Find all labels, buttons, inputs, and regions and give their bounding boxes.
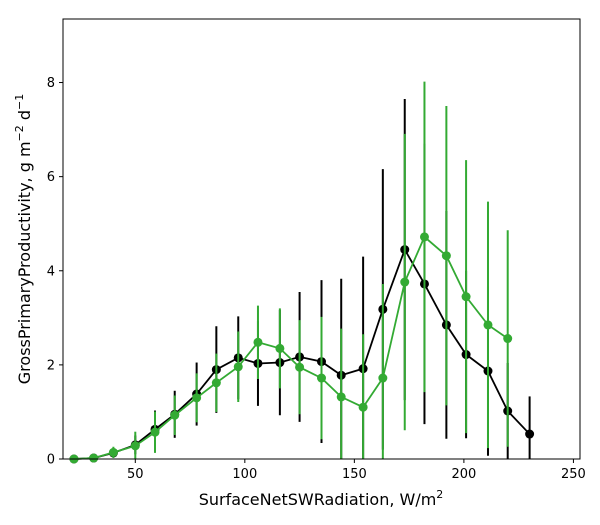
data-point — [211, 378, 221, 388]
series-line — [73, 235, 509, 460]
data-point — [483, 320, 493, 330]
y-tick-label: 8 — [47, 76, 55, 91]
data-point — [461, 292, 471, 302]
data-point — [130, 441, 140, 451]
data-point — [400, 277, 410, 287]
data-point — [275, 343, 285, 353]
y-tick-label: 0 — [47, 453, 55, 468]
data-point — [336, 392, 346, 402]
y-tick-label: 4 — [47, 264, 55, 279]
y-tick-label: 2 — [47, 358, 55, 373]
x-tick-label: 250 — [561, 467, 586, 482]
data-point — [441, 251, 451, 261]
data-point — [419, 232, 429, 242]
y-axis-label: GrossPrimaryProductivity, g m−2 d−1 — [13, 94, 34, 384]
data-point — [108, 447, 118, 457]
data-point — [295, 362, 305, 372]
series-1 — [69, 99, 535, 464]
plot-frame — [62, 18, 581, 460]
data-point — [503, 334, 513, 344]
data-point — [233, 362, 243, 372]
y-tick-label: 6 — [47, 170, 55, 185]
x-tick-label: 200 — [451, 467, 476, 482]
data-point — [525, 429, 535, 439]
data-point — [253, 337, 263, 347]
series-layer — [69, 81, 535, 464]
series-2 — [69, 81, 513, 464]
data-point — [89, 453, 99, 463]
x-tick-label: 150 — [342, 467, 367, 482]
x-tick-label: 50 — [127, 467, 144, 482]
x-axis-label: SurfaceNetSWRadiation, W/m2 — [199, 488, 444, 509]
ticks-layer: 50 100 150 200 250 0 2 4 6 8 — [47, 76, 586, 482]
data-point — [170, 410, 180, 420]
data-point — [192, 393, 202, 403]
data-point — [358, 402, 368, 412]
data-point — [317, 373, 326, 383]
x-tick-label: 100 — [232, 467, 257, 482]
data-point — [150, 427, 160, 437]
data-point — [378, 373, 388, 383]
